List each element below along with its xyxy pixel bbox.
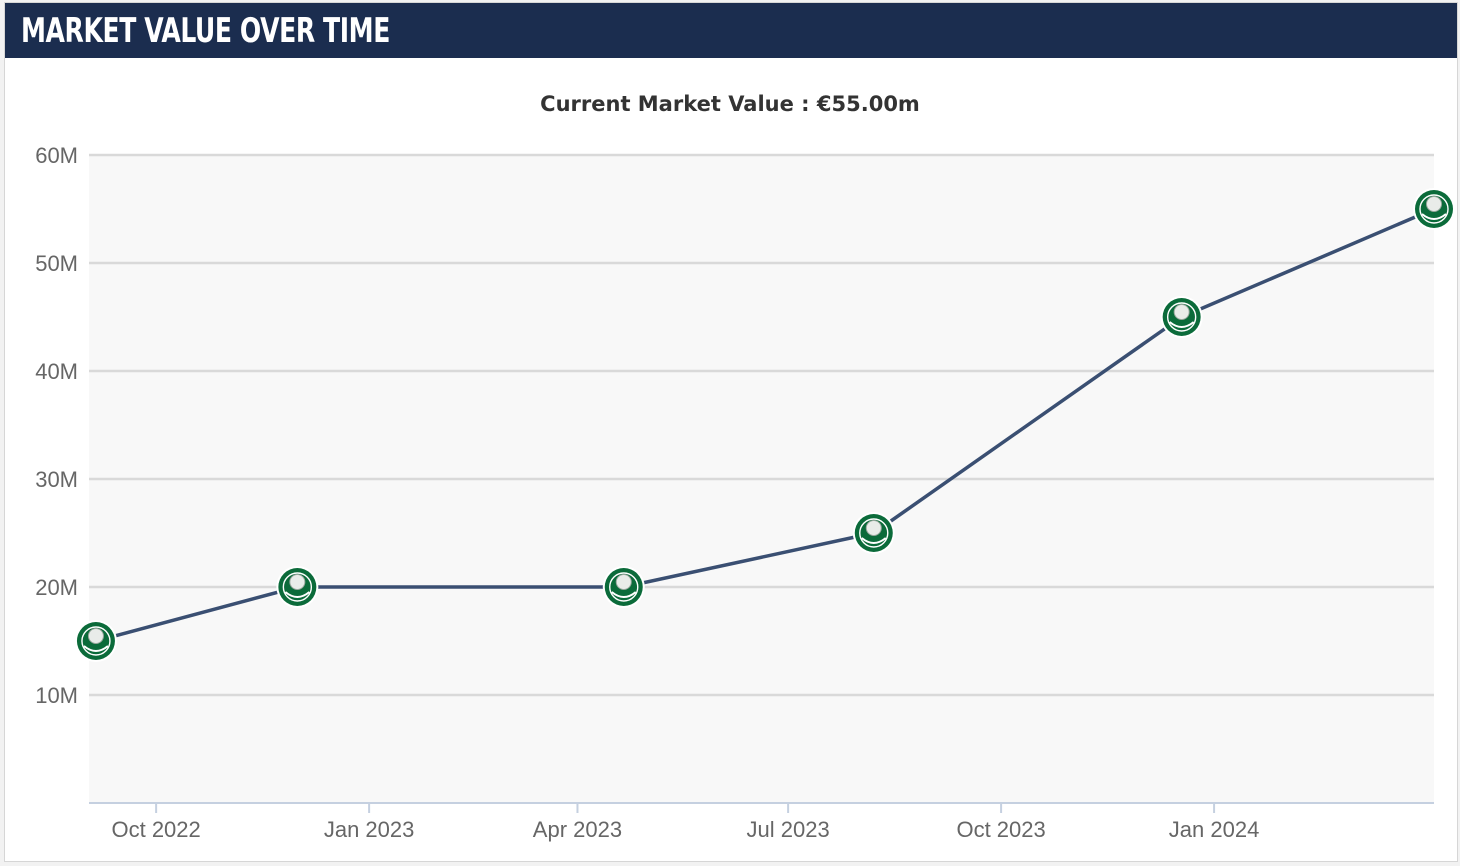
widget-header: MARKET VALUE OVER TIME <box>5 3 1457 58</box>
series-line <box>95 207 1435 643</box>
crest-ring <box>81 626 111 656</box>
crest-shield <box>289 574 306 590</box>
crest-ring <box>859 518 889 548</box>
data-point-marker[interactable] <box>1413 188 1455 230</box>
data-point-marker[interactable] <box>1160 296 1203 338</box>
y-axis: 10M 20M 30M 40M 50M 60M <box>35 143 78 708</box>
crest-ring <box>282 572 313 602</box>
crest-lettering <box>611 591 637 598</box>
data-point-marker[interactable] <box>276 566 319 608</box>
data-point-marker[interactable] <box>602 566 645 608</box>
crest-lettering <box>861 537 887 544</box>
y-tick-label: 10M <box>35 683 78 708</box>
x-tick-label: Apr 2023 <box>533 817 622 842</box>
crest-lettering <box>284 591 310 598</box>
y-tick-label: 20M <box>35 575 78 600</box>
crest-shield <box>1173 304 1190 320</box>
x-tick-label: Oct 2023 <box>956 817 1045 842</box>
chart-subtitle: Current Market Value : €55.00m <box>540 92 920 116</box>
y-tick-label: 40M <box>35 359 78 384</box>
data-point-marker[interactable] <box>74 620 117 662</box>
x-tick-label: Jan 2024 <box>1169 817 1260 842</box>
x-tick-label: Jul 2023 <box>747 817 830 842</box>
crest-ring <box>1166 302 1197 332</box>
y-tick-label: 30M <box>35 467 78 492</box>
crest-lettering <box>1421 213 1447 220</box>
y-tick-label: 60M <box>35 143 78 168</box>
x-axis: Oct 2022 Jan 2023 Apr 2023 Jul 2023 Oct 2023… <box>89 802 1434 842</box>
gridlines <box>89 153 1434 697</box>
x-tick-label: Jan 2023 <box>324 817 415 842</box>
data-point-marker[interactable] <box>852 512 895 554</box>
markers-layer <box>74 188 1455 662</box>
crest-ring <box>609 572 639 602</box>
x-tick-label: Oct 2022 <box>111 817 200 842</box>
widget-title: MARKET VALUE OVER TIME <box>21 11 390 51</box>
y-tick-label: 50M <box>35 251 78 276</box>
series-layer <box>95 207 1435 643</box>
crest-shield <box>1426 196 1442 212</box>
crest-lettering <box>1169 321 1195 328</box>
crest-shield <box>615 574 632 590</box>
crest-shield <box>865 520 882 536</box>
crest-lettering <box>83 645 109 652</box>
crest-shield <box>87 628 104 644</box>
crest-ring <box>1419 194 1449 224</box>
